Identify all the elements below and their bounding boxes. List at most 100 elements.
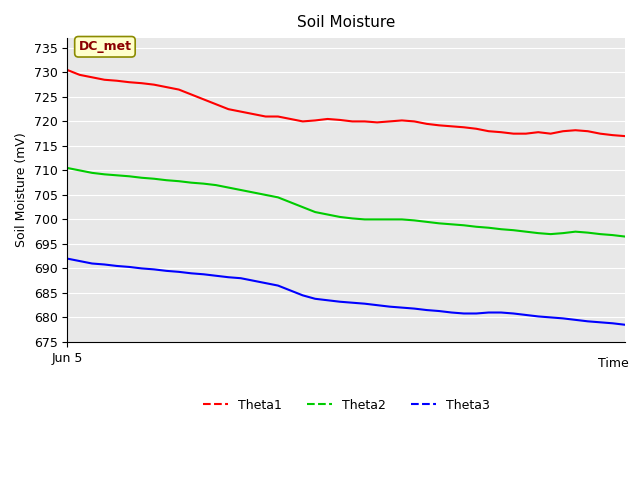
Theta3 [212, 273, 220, 279]
Theta2 [609, 232, 616, 238]
Theta2 [410, 217, 418, 223]
Theta1 [163, 84, 170, 90]
Theta2 [373, 216, 381, 222]
Theta1 [336, 117, 344, 123]
Theta1 [386, 119, 394, 124]
Theta1 [311, 118, 319, 123]
Theta3 [287, 288, 294, 293]
X-axis label: Time: Time [598, 357, 629, 370]
Theta2 [584, 230, 591, 236]
Theta1 [76, 72, 83, 78]
Theta2 [349, 216, 356, 221]
Line: Theta3: Theta3 [67, 259, 625, 325]
Theta2 [63, 165, 71, 171]
Theta2 [125, 173, 133, 179]
Theta3 [547, 314, 554, 320]
Theta3 [100, 262, 108, 267]
Theta3 [485, 310, 493, 315]
Theta2 [386, 216, 394, 222]
Theta1 [584, 128, 591, 134]
Theta3 [386, 304, 394, 310]
Theta1 [460, 124, 468, 130]
Theta1 [547, 131, 554, 136]
Theta2 [76, 168, 83, 173]
Theta2 [100, 171, 108, 177]
Theta1 [497, 129, 505, 135]
Theta1 [410, 119, 418, 124]
Theta1 [596, 131, 604, 136]
Line: Theta1: Theta1 [67, 70, 625, 136]
Legend: Theta1, Theta2, Theta3: Theta1, Theta2, Theta3 [198, 394, 495, 417]
Theta3 [596, 319, 604, 325]
Theta2 [534, 230, 542, 236]
Theta3 [200, 271, 207, 277]
Theta3 [522, 312, 530, 318]
Theta2 [423, 219, 431, 225]
Theta2 [88, 170, 96, 176]
Theta1 [100, 77, 108, 83]
Theta3 [113, 263, 121, 269]
Theta1 [509, 131, 517, 136]
Theta2 [237, 187, 244, 193]
Theta1 [324, 116, 332, 122]
Theta1 [299, 119, 307, 124]
Theta2 [188, 180, 195, 186]
Theta2 [447, 221, 455, 227]
Theta3 [336, 299, 344, 305]
Theta3 [509, 311, 517, 316]
Theta2 [311, 209, 319, 215]
Theta3 [460, 311, 468, 316]
Theta1 [250, 111, 257, 117]
Theta1 [63, 67, 71, 73]
Theta3 [497, 310, 505, 315]
Theta3 [423, 307, 431, 313]
Theta3 [534, 313, 542, 319]
Theta3 [410, 306, 418, 312]
Theta1 [175, 87, 182, 93]
Theta2 [547, 231, 554, 237]
Text: DC_met: DC_met [79, 40, 131, 53]
Theta3 [88, 261, 96, 266]
Theta2 [250, 190, 257, 195]
Theta3 [225, 275, 232, 280]
Theta3 [584, 318, 591, 324]
Theta2 [472, 224, 480, 229]
Theta2 [485, 225, 493, 230]
Theta3 [125, 264, 133, 270]
Theta2 [274, 194, 282, 200]
Line: Theta2: Theta2 [67, 168, 625, 237]
Theta1 [435, 122, 443, 128]
Theta2 [200, 181, 207, 187]
Y-axis label: Soil Moisture (mV): Soil Moisture (mV) [15, 132, 28, 247]
Theta1 [621, 133, 629, 139]
Theta2 [287, 199, 294, 205]
Theta1 [472, 126, 480, 132]
Theta3 [349, 300, 356, 306]
Theta1 [534, 129, 542, 135]
Theta2 [175, 178, 182, 184]
Theta1 [188, 92, 195, 97]
Theta3 [150, 266, 158, 272]
Theta3 [435, 308, 443, 314]
Theta3 [76, 258, 83, 264]
Title: Soil Moisture: Soil Moisture [297, 15, 396, 30]
Theta1 [398, 118, 406, 123]
Theta3 [237, 276, 244, 281]
Theta2 [460, 222, 468, 228]
Theta1 [200, 96, 207, 102]
Theta3 [138, 265, 145, 271]
Theta3 [472, 311, 480, 316]
Theta1 [150, 82, 158, 87]
Theta1 [125, 79, 133, 85]
Theta2 [621, 234, 629, 240]
Theta1 [485, 128, 493, 134]
Theta2 [138, 175, 145, 180]
Theta1 [138, 80, 145, 86]
Theta1 [447, 123, 455, 129]
Theta3 [621, 322, 629, 328]
Theta1 [373, 120, 381, 125]
Theta1 [113, 78, 121, 84]
Theta3 [559, 315, 567, 321]
Theta2 [398, 216, 406, 222]
Theta1 [237, 109, 244, 115]
